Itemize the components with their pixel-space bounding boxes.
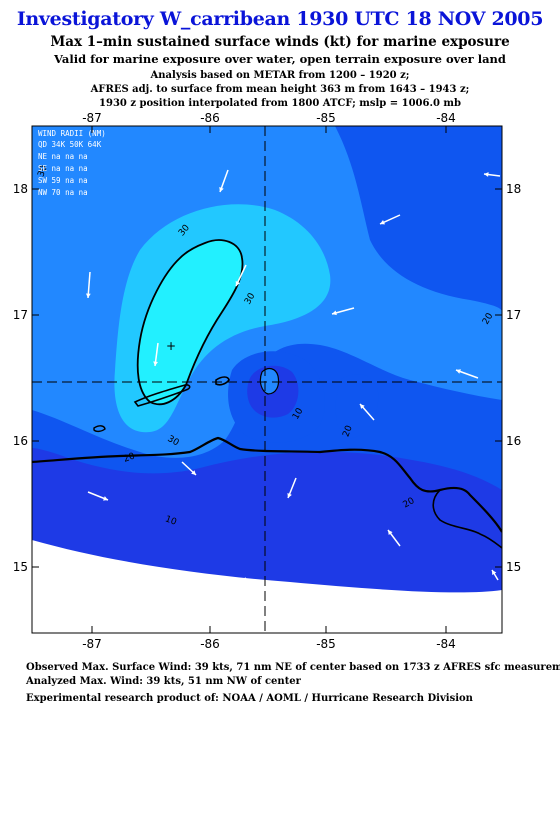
wind-radii-columns: QD 34K 50K 64K: [38, 140, 102, 149]
lat-tick-label-right: 18: [506, 182, 521, 196]
wind-arrow: [237, 577, 247, 583]
wind-radii-row: SE na na na: [38, 164, 88, 173]
lat-tick-label-left: 18: [13, 182, 28, 196]
coastline-east: [432, 489, 502, 549]
lat-tick-label-right: 15: [506, 560, 521, 574]
lon-tick-label-top: -84: [436, 111, 456, 125]
wind-arrow: [455, 369, 479, 379]
axis-ticks: -87 -87 -86 -86 -85 -85 -84 -84 18 18 17 17 16 16 15 15: [13, 111, 522, 651]
lat-tick-label-left: 17: [13, 308, 28, 322]
wind-arrow: [219, 169, 229, 193]
contour-label: 30: [36, 164, 49, 178]
footer-observed-max: Observed Max. Surface Wind: 39 kts, 71 n…: [26, 662, 560, 673]
info-metar: Analysis based on METAR from 1200 – 1920…: [150, 70, 410, 81]
wind-radii-row: NE na na na: [38, 152, 88, 161]
contour-40kt: [136, 239, 244, 406]
observation-wind-arrows: [85, 169, 501, 583]
wind-arrow: [491, 569, 499, 581]
wind-arrow: [287, 477, 297, 499]
max-wind-marker: +: [166, 339, 176, 353]
wind-arrow: [331, 307, 355, 316]
lon-tick-label-bottom: -84: [436, 637, 456, 651]
footer-analyzed-max: Analyzed Max. Wind: 39 kts, 51 nm NW of …: [26, 676, 301, 687]
footer-credit: Experimental research product of: NOAA /…: [26, 693, 473, 704]
island-utila: [93, 425, 106, 433]
wind-radii-header: WIND RADII (NM): [38, 129, 106, 138]
wind-arrow: [483, 172, 501, 177]
lon-tick-label-bottom: -86: [200, 637, 220, 651]
lat-tick-label-right: 16: [506, 434, 521, 448]
subtitle-winds: Max 1–min sustained surface winds (kt) f…: [50, 34, 510, 50]
wind-arrow: [85, 271, 91, 299]
lat-tick-label-left: 16: [13, 434, 28, 448]
wind-arrow: [153, 342, 159, 367]
wind-arrow: [359, 403, 375, 421]
island-roatan: [133, 384, 191, 407]
wind-radii-row: SW 59 na na: [38, 176, 88, 185]
lat-tick-label-right: 17: [506, 308, 521, 322]
lat-tick-label-left: 15: [13, 560, 28, 574]
wind-arrow: [87, 491, 109, 501]
lon-tick-label-top: -85: [316, 111, 336, 125]
lon-tick-label-top: -87: [82, 111, 102, 125]
chart-title: Investigatory W_carribean 1930 UTC 18 NO…: [16, 8, 544, 30]
contour-label: 20: [122, 451, 136, 464]
wind-radii-table: WIND RADII (NM) QD 34K 50K 64K NE na na …: [38, 129, 106, 197]
wind-band-0-10: [32, 540, 502, 633]
subtitle-exposure: Valid for marine exposure over water, op…: [54, 52, 506, 66]
contour-inner: [259, 367, 280, 395]
lon-tick-label-bottom: -87: [82, 637, 102, 651]
info-position: 1930 z position interpolated from 1800 A…: [99, 98, 461, 109]
coastline-honduras: [32, 436, 502, 533]
wind-arrow: [379, 214, 401, 225]
wind-arrow: [387, 529, 401, 547]
contour-label: 20: [341, 424, 354, 438]
contour-label: 10: [164, 514, 178, 527]
wind-band-40-plus: [137, 240, 243, 405]
island-guanaja: [215, 376, 230, 386]
info-afres: AFRES adj. to surface from mean height 3…: [90, 84, 470, 95]
map-frame: [31, 125, 503, 634]
wind-arrow: [181, 461, 197, 476]
lon-tick-label-top: -86: [200, 111, 220, 125]
wind-radii-row: NW 70 na na: [38, 188, 88, 197]
lon-tick-label-bottom: -85: [316, 637, 336, 651]
wind-band-south-20: [335, 374, 379, 439]
wind-arrow: [235, 264, 247, 287]
